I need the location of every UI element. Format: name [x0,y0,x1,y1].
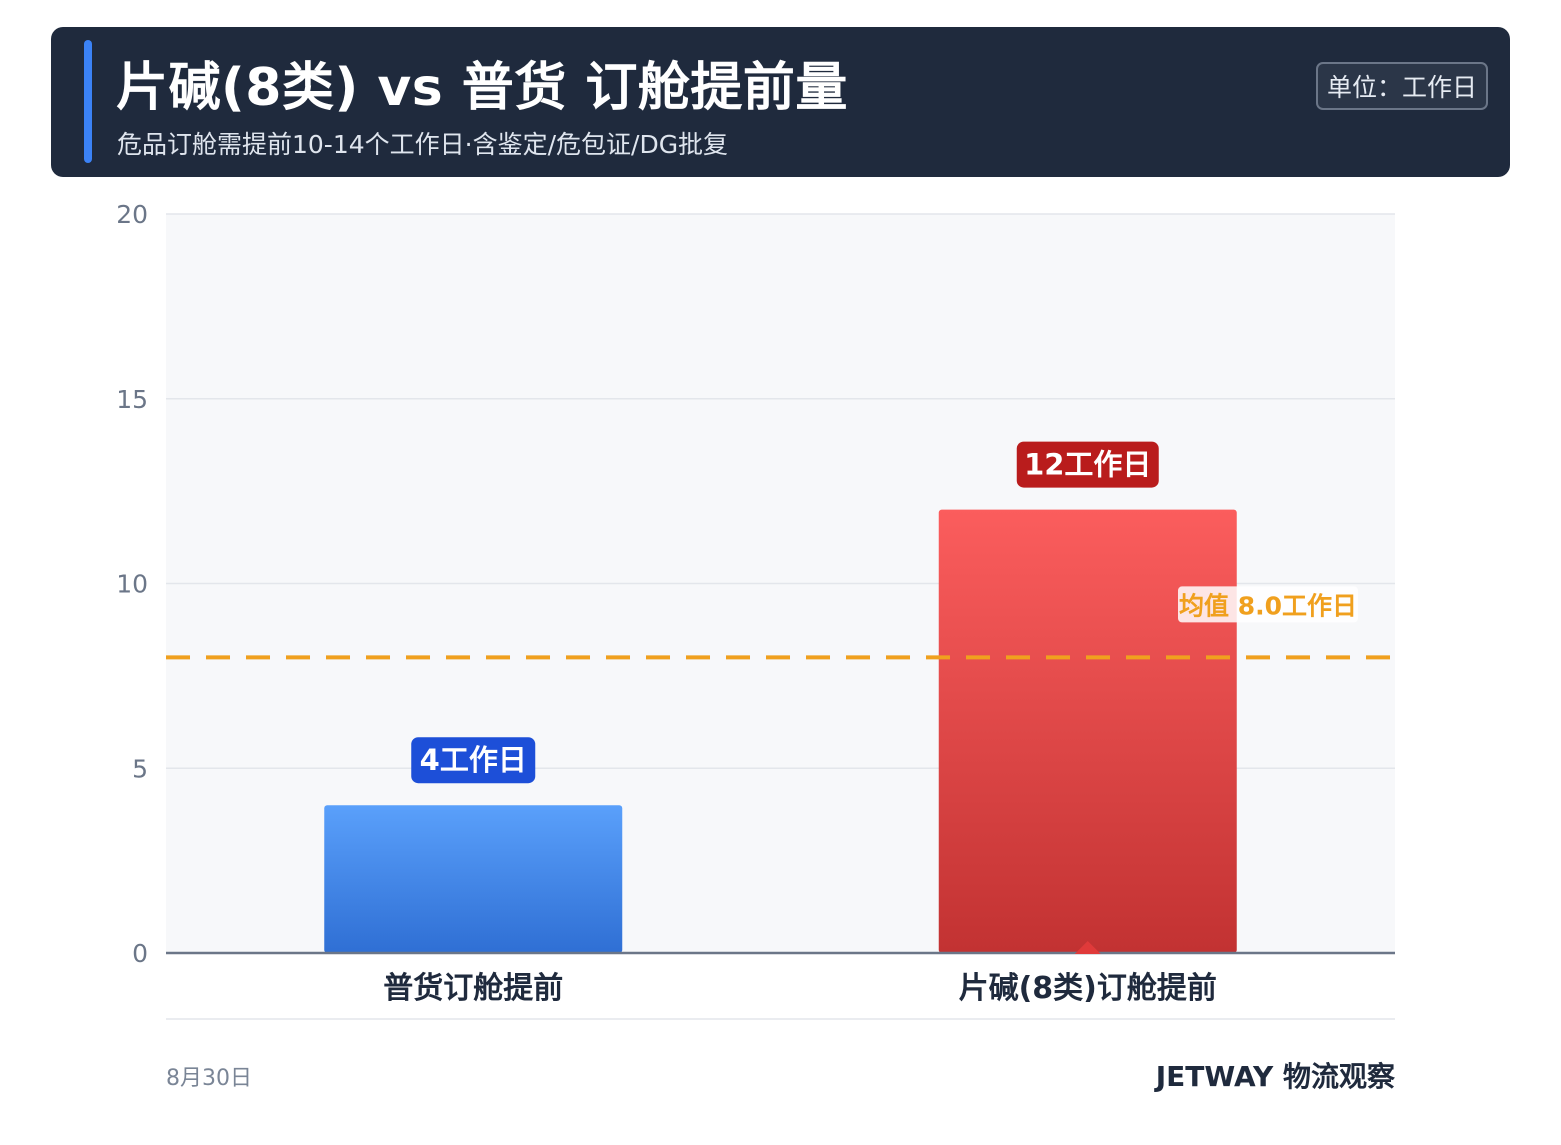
y-tick-label: 15 [116,385,148,414]
page-title: 片碱(8类) vs 普货 订舱提前量 [116,58,848,118]
footer-date: 8月30日 [166,1066,252,1091]
mean-label-background [1178,586,1358,623]
page-subtitle: 危品订舱需提前10-14个工作日·含鉴定/危包证/DG批复 [117,130,729,159]
bar [324,805,623,953]
footer-brand: JETWAY 物流观察 [1155,1060,1395,1093]
bar [938,509,1237,953]
header-accent-bar [84,40,92,163]
header-banner: 片碱(8类) vs 普货 订舱提前量 危品订舱需提前10-14个工作日·含鉴定/… [51,27,1510,177]
mean-label: 均值 8.0工作日 [1179,591,1357,620]
data-label: 12工作日 [1024,448,1151,482]
triangle-marker-icon [1074,941,1101,954]
x-tick-label: 片碱(8类)订舱提前 [959,971,1217,1006]
y-tick-label: 5 [132,754,148,783]
data-label: 4工作日 [420,743,527,777]
x-tick-label: 普货订舱提前 [383,971,563,1006]
data-label-badge [411,737,536,784]
y-tick-label: 0 [132,939,148,968]
y-tick-label: 20 [116,200,148,229]
unit-badge: 单位：工作日 [1315,62,1488,110]
y-tick-label: 10 [116,570,148,599]
data-label-badge [1016,441,1159,488]
